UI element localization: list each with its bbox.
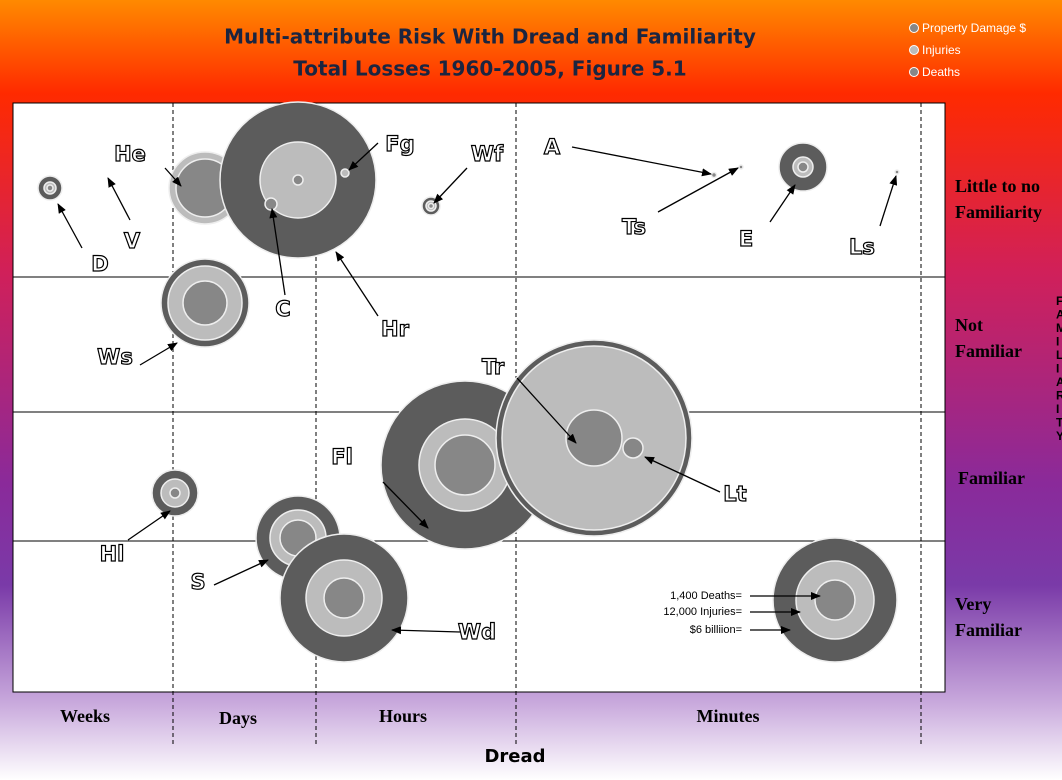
hazard-label: A [544,135,561,159]
arrow [879,175,898,227]
bubble [894,169,900,175]
key-label: $6 billiion= [690,624,742,636]
hazard-label: V [124,229,141,253]
arrow [139,342,178,366]
y-category: Familiar [958,468,1025,488]
arrow [269,208,286,296]
arrow [213,559,269,586]
key-label: 1,400 Deaths= [670,590,742,602]
hazard-label: S [190,570,205,594]
hazard-label: C [275,297,290,321]
bubbles [37,101,900,663]
bubble [169,487,181,499]
bubble [182,280,228,326]
arrow [335,251,379,317]
x-category: Hours [379,706,427,726]
hazard-label: E [739,227,753,251]
hazard-label: Ts [622,215,646,239]
y-category: Not [955,315,983,335]
arrow [769,184,796,223]
arrow [127,510,171,541]
hazard-label: He [114,142,146,166]
chart-title: Total Losses 1960-2005, Figure 5.1 [293,57,686,81]
y-category: Very [955,594,991,614]
bubble [622,437,644,459]
x-category: Weeks [60,706,110,726]
hazard-label: Fg [385,132,414,156]
bubble [814,579,856,621]
bubble [264,197,278,211]
hazard-label: Hl [100,542,125,566]
bubble [565,409,623,467]
legend-label: Deaths [922,65,960,79]
chart-title: Multi-attribute Risk With Dread and Fami… [224,25,756,49]
hazard-label: Hr [381,317,410,341]
bubble [46,184,54,192]
arrow [657,167,739,213]
arrow [107,177,131,221]
arrow [382,481,429,529]
hazard-label: Wd [458,620,496,644]
arrow [516,377,577,444]
bubble [710,171,718,179]
hazard-label: D [91,252,108,276]
arrow [571,146,712,177]
legend-swatch [909,23,919,33]
legend-label: Property Damage $ [922,21,1026,35]
x-category: Minutes [697,706,760,726]
bubble [738,164,744,170]
bubble [340,168,350,178]
hazard-label: Tr [482,355,505,379]
x-category: Days [219,708,257,728]
arrow [433,167,468,204]
hazard-label: Wf [471,142,504,166]
bubble [323,577,365,619]
bubble [434,434,496,496]
bubble [797,161,809,173]
x-axis-label: Dread [484,746,545,767]
y-category: Little to no [955,176,1040,196]
labels: DV He Fg C Hr Wf A Ts E Ls Ws Tr Fl Lt Hl S Wd 1,400 Deat… [57,131,898,645]
arrow [164,167,182,187]
bubble [292,174,304,186]
arrow [348,142,379,171]
hazard-label: Ls [849,235,875,259]
legend-swatch [909,45,919,55]
legend-label: Injuries [922,43,961,57]
arrow [644,456,721,493]
y-category: Familiar [955,620,1022,640]
bubble [427,202,435,210]
y-category: Familiarity [955,202,1042,222]
arrow [391,626,461,635]
key-label: 12,000 Injuries= [663,606,742,618]
arrow [57,203,83,249]
legend-swatch [909,67,919,77]
hazard-label: Fl [331,445,353,469]
hazard-label: Ws [97,345,133,369]
hazard-label: Lt [723,482,746,506]
y-category: Familiar [955,341,1022,361]
